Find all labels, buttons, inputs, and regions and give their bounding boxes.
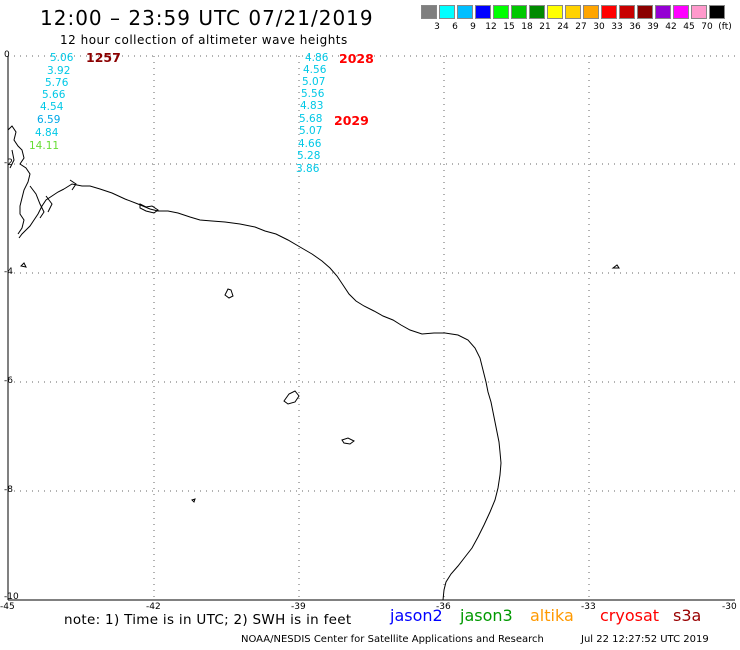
coastline-mainland [63,183,502,601]
scale-swatch [709,5,725,19]
wave-height-value: 5.07 [302,76,326,88]
coastline [7,125,620,601]
scale-swatch [655,5,671,19]
longitude-label: -39 [291,602,306,612]
satellite-label: jason3 [460,606,513,625]
wave-height-value: 4.86 [305,52,329,64]
wave-height-value: 3.86 [296,163,320,175]
scale-label: 21 [539,22,551,32]
longitude-label: -30 [722,602,737,612]
wave-height-value: 5.66 [42,89,66,101]
island-4 [341,437,355,445]
scale-swatch [619,5,635,19]
scale-label: 36 [629,22,641,32]
satellite-label: jason2 [390,606,443,625]
wave-height-value: 5.76 [45,77,69,89]
wave-height-value: 6.59 [37,114,61,126]
track-time: 1257 [86,50,121,65]
scale-swatch [457,5,473,19]
scale-label: 6 [452,22,458,32]
scale-label: 70 [701,22,713,32]
scale-label: 42 [665,22,677,32]
map-plot [7,55,735,601]
wave-height-value: 5.28 [297,150,321,162]
track-time: 2029 [334,113,369,128]
wave-height-value: 4.83 [300,100,324,112]
scale-label: 18 [521,22,533,32]
longitude-label: -36 [436,602,451,612]
grid-lines [8,55,735,600]
wave-height-value: 4.84 [35,127,59,139]
wave-height-value: 4.54 [40,101,64,113]
latitude-label: -6 [4,376,13,386]
satellite-label: s3a [673,606,702,625]
wave-height-value: 4.56 [303,64,327,76]
scale-swatch [493,5,509,19]
wave-height-value: 5.56 [301,88,325,100]
scale-label: 24 [557,22,569,32]
scale-swatch [547,5,563,19]
scale-swatch [673,5,689,19]
wave-height-value: 3.92 [47,65,71,77]
scale-swatch [637,5,653,19]
track-time: 2028 [339,51,374,66]
wave-height-value: 4.66 [298,138,322,150]
latitude-label: -2 [4,158,13,168]
scale-swatch [601,5,617,19]
scale-swatch [421,5,437,19]
wave-height-value: 5.06 [50,52,74,64]
plot-frame [7,56,735,601]
island-5 [19,262,27,268]
scale-swatch [565,5,581,19]
latitude-label: -10 [4,592,19,602]
scale-swatch [529,5,545,19]
scale-swatch [583,5,599,19]
scale-swatch [439,5,455,19]
wave-height-value: 14.11 [29,140,60,152]
island-6 [611,264,620,269]
scale-label: (ft) [718,22,732,32]
scale-label: 27 [575,22,587,32]
latitude-label: -4 [4,267,13,277]
island-1 [139,203,159,214]
wave-height-value: 5.07 [299,125,323,137]
scale-swatch [691,5,707,19]
scale-swatch [475,5,491,19]
satellite-label: cryosat [600,606,660,625]
coastline-fragments [7,125,77,235]
footer-source: NOAA/NESDIS Center for Satellite Applica… [241,634,544,645]
coastline-northwest [18,188,65,239]
scale-swatch [511,5,527,19]
scale-label: 45 [683,22,695,32]
latitude-label: 0 [4,50,10,60]
scale-label: 15 [503,22,515,32]
footer-timestamp: Jul 22 12:27:52 UTC 2019 [581,634,709,645]
island-3 [283,390,300,405]
island-7 [191,498,196,503]
scale-label: 9 [470,22,476,32]
scale-label: 30 [593,22,605,32]
scale-label: 12 [485,22,497,32]
island-2 [224,288,234,299]
page-subtitle: 12 hour collection of altimeter wave hei… [60,33,348,47]
wave-height-value: 5.68 [299,113,323,125]
note-text: note: 1) Time is in UTC; 2) SWH is in fe… [64,612,352,628]
longitude-label: -42 [146,602,161,612]
satellite-label: altika [530,606,574,625]
page-title: 12:00 – 23:59 UTC 07/21/2019 [40,6,374,30]
latitude-label: -8 [4,485,13,495]
longitude-label: -33 [581,602,596,612]
scale-label: 33 [611,22,623,32]
longitude-label: -45 [0,602,15,612]
scale-label: 3 [434,22,440,32]
scale-label: 39 [647,22,659,32]
